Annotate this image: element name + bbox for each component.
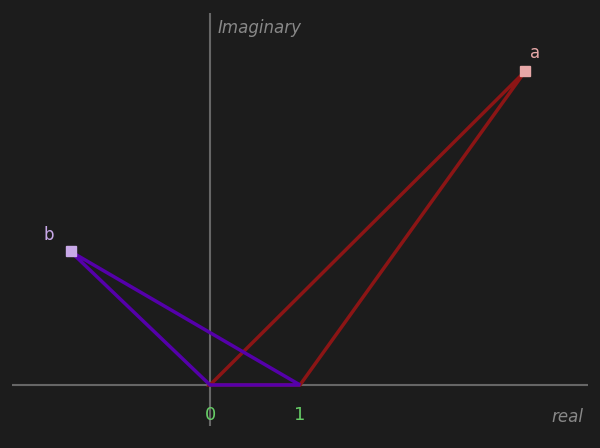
Text: 1: 1 bbox=[295, 406, 305, 424]
Text: real: real bbox=[551, 408, 583, 426]
Text: 0: 0 bbox=[205, 406, 215, 424]
Text: Imaginary: Imaginary bbox=[217, 19, 301, 37]
Text: a: a bbox=[530, 43, 541, 61]
Text: b: b bbox=[44, 226, 54, 244]
